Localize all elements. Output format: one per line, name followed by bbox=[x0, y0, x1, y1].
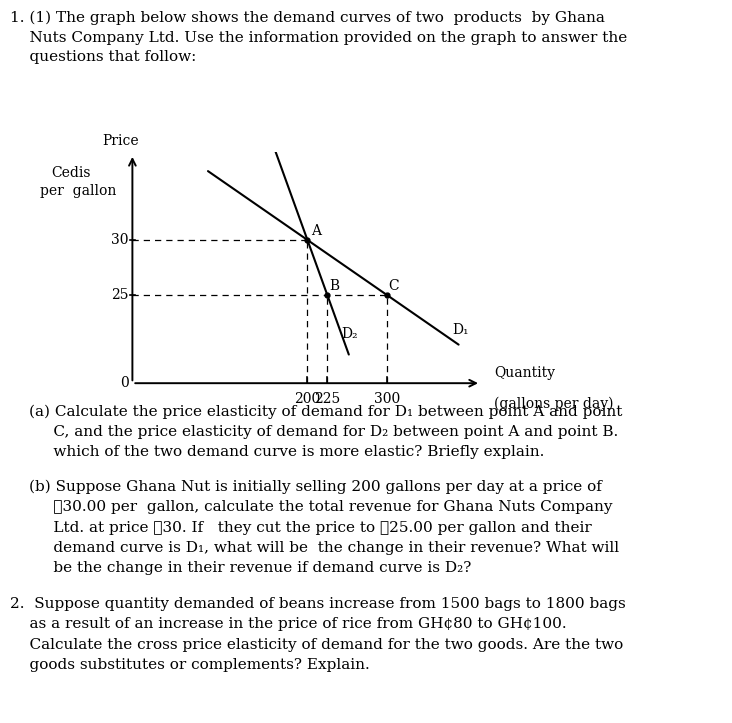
Text: 1. (1) The graph below shows the demand curves of two  products  by Ghana
    Nu: 1. (1) The graph below shows the demand … bbox=[10, 11, 627, 64]
Text: D₁: D₁ bbox=[452, 323, 468, 338]
Text: Ltd. at price ₲30. If   they cut the price to ₲25.00 per gallon and their: Ltd. at price ₲30. If they cut the price… bbox=[29, 521, 592, 534]
Text: Calculate the cross price elasticity of demand for the two goods. Are the two: Calculate the cross price elasticity of … bbox=[10, 638, 623, 651]
Text: 200: 200 bbox=[294, 392, 321, 406]
Text: B: B bbox=[329, 279, 340, 294]
Text: as a result of an increase in the price of rice from GH¢80 to GH¢100.: as a result of an increase in the price … bbox=[10, 617, 566, 631]
Text: 30: 30 bbox=[111, 233, 128, 247]
Text: goods substitutes or complements? Explain.: goods substitutes or complements? Explai… bbox=[10, 658, 369, 672]
Text: Price: Price bbox=[102, 134, 139, 148]
Text: Quantity: Quantity bbox=[494, 366, 555, 380]
Text: ₲30.00 per  gallon, calculate the total revenue for Ghana Nuts Company: ₲30.00 per gallon, calculate the total r… bbox=[29, 500, 613, 514]
Text: which of the two demand curve is more elastic? Briefly explain.: which of the two demand curve is more el… bbox=[29, 445, 545, 459]
Text: (b) Suppose Ghana Nut is initially selling 200 gallons per day at a price of: (b) Suppose Ghana Nut is initially selli… bbox=[29, 480, 602, 495]
Text: 25: 25 bbox=[111, 288, 128, 302]
Text: demand curve is D₁, what will be  the change in their revenue? What will: demand curve is D₁, what will be the cha… bbox=[29, 541, 619, 555]
Text: 225: 225 bbox=[314, 392, 340, 406]
Text: 300: 300 bbox=[374, 392, 400, 406]
Text: (a) Calculate the price elasticity of demand for D₁ between point A and point: (a) Calculate the price elasticity of de… bbox=[29, 405, 623, 419]
Text: C: C bbox=[389, 279, 399, 294]
Text: per  gallon: per gallon bbox=[40, 184, 116, 198]
Text: 0: 0 bbox=[119, 376, 128, 390]
Text: (gallons per day): (gallons per day) bbox=[494, 396, 613, 411]
Text: be the change in their revenue if demand curve is D₂?: be the change in their revenue if demand… bbox=[29, 561, 471, 575]
Text: Cedis: Cedis bbox=[51, 166, 91, 180]
Text: 2.  Suppose quantity demanded of beans increase from 1500 bags to 1800 bags: 2. Suppose quantity demanded of beans in… bbox=[10, 597, 625, 611]
Text: C, and the price elasticity of demand for D₂ between point A and point B.: C, and the price elasticity of demand fo… bbox=[29, 425, 619, 439]
Text: D₂: D₂ bbox=[342, 327, 358, 341]
Text: A: A bbox=[310, 224, 321, 239]
